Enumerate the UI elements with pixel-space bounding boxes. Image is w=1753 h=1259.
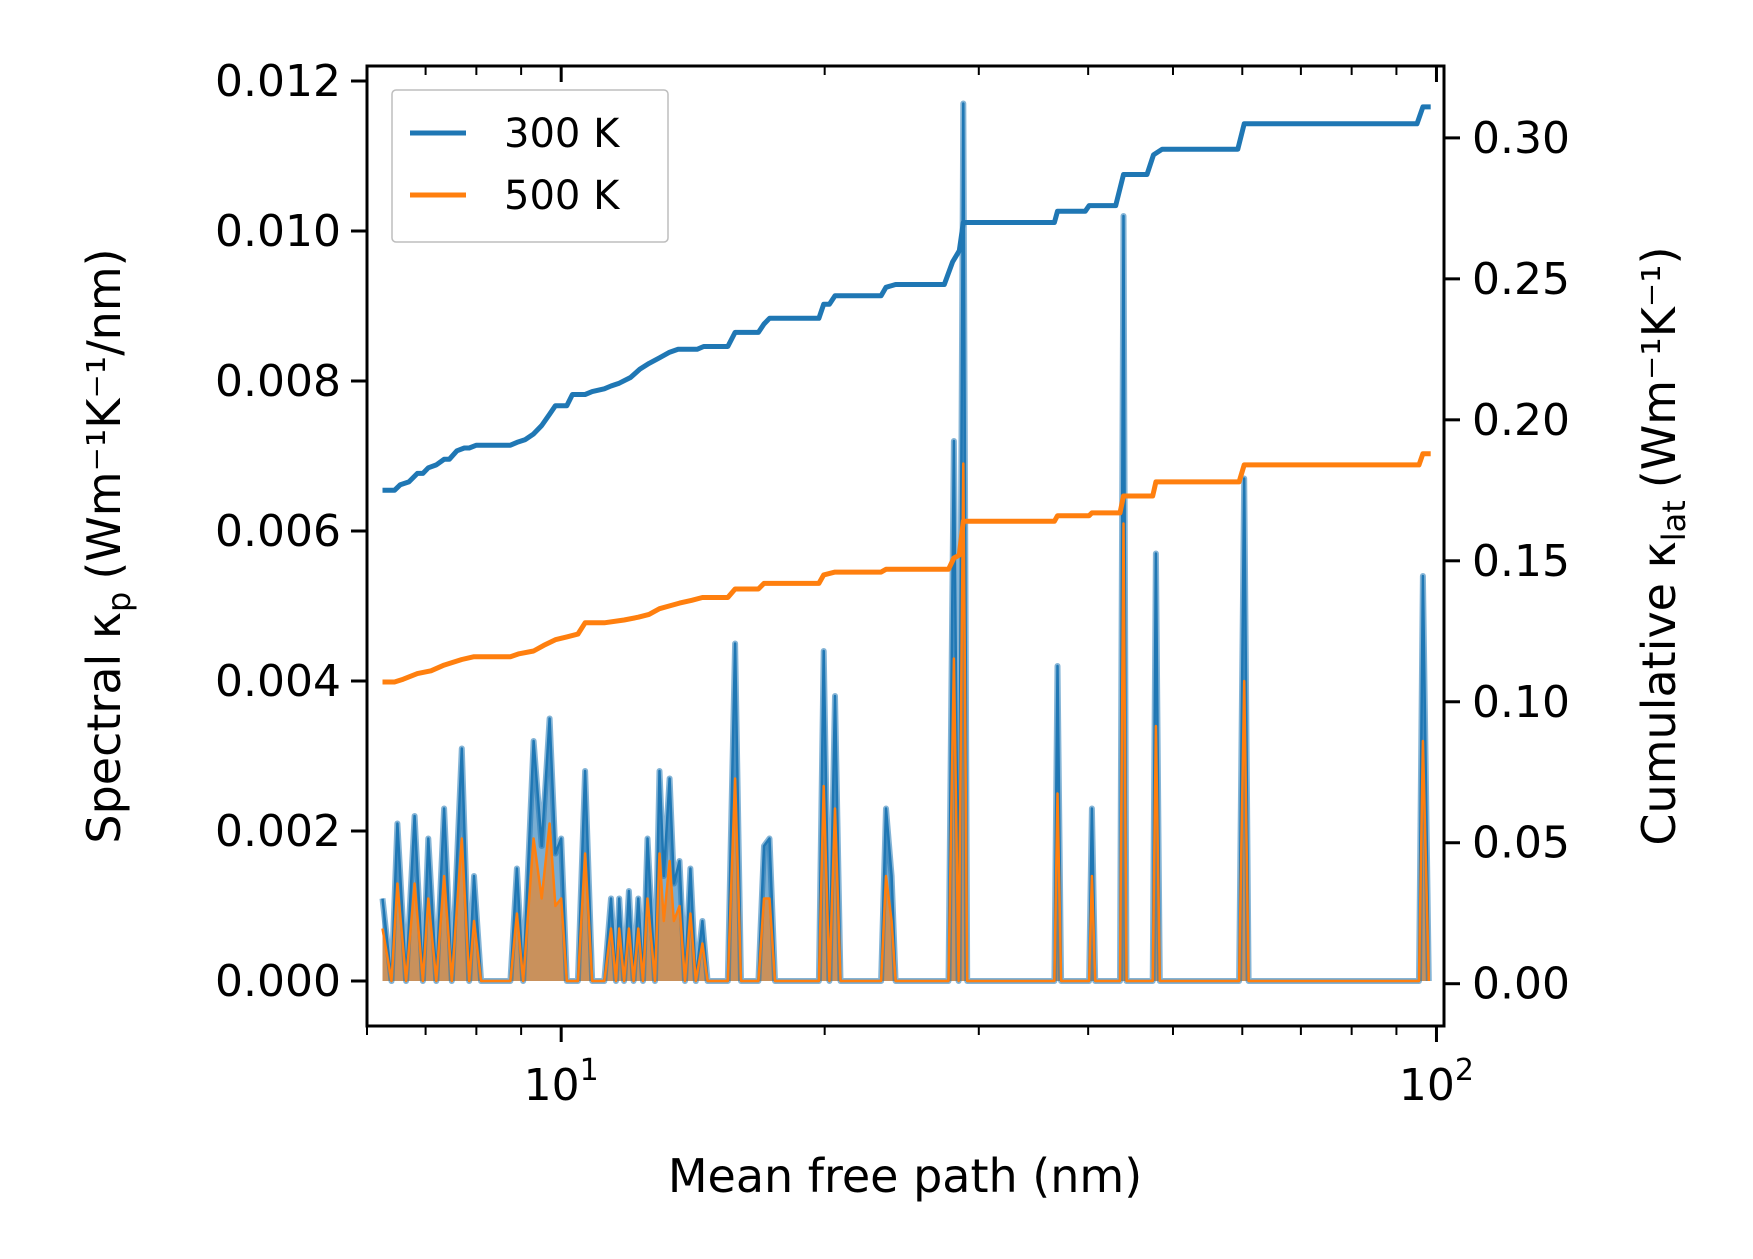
y-left-tick-label: 0.002 [215, 806, 341, 857]
y-axis-label-right: Cumulative κlat(Wm⁻¹K⁻¹) [1632, 246, 1693, 845]
y-right-tick-label: 0.30 [1472, 113, 1570, 164]
y-left-tick-label: 0.006 [215, 506, 341, 557]
y-right-tick-label: 0.15 [1472, 536, 1570, 587]
y-right-tick-label: 0.05 [1472, 818, 1570, 869]
y-left-tick-label: 0.004 [215, 656, 341, 707]
y-right-tick-label: 0.25 [1472, 254, 1570, 305]
spectral-line-500K [381, 462, 1431, 983]
cumulative-line-500K [382, 451, 1431, 685]
legend-label-300K: 300 K [504, 111, 621, 157]
legend: 300 K 500 K [391, 89, 669, 243]
y-right-tick-label: 0.10 [1472, 677, 1570, 728]
y-right-tick-label: 0.00 [1472, 959, 1570, 1010]
y-left-tick-label: 0.010 [215, 206, 341, 257]
cumulative-line-300K [382, 104, 1431, 493]
spectral-line-300K [381, 102, 1431, 983]
legend-label-500K: 500 K [504, 173, 621, 219]
y-axis-label-left: Spectral κp(Wm⁻¹K⁻¹/nm) [77, 248, 138, 843]
spectral-lines [379, 100, 1432, 984]
y-left-tick-label: 0.000 [215, 956, 341, 1007]
y-left-tick-label: 0.012 [215, 56, 341, 107]
legend-box [391, 89, 669, 243]
x-tick-label: 101 [524, 1053, 599, 1111]
x-tick-label: 102 [1399, 1053, 1474, 1111]
axis-ticks: 0.000 0.002 0.004 0.006 0.008 0.010 0.012 0.00 0… [215, 56, 1570, 1111]
y-right-tick-label: 0.20 [1472, 395, 1570, 446]
cumulative-lines [382, 104, 1431, 685]
y-left-tick-label: 0.008 [215, 356, 341, 407]
plot-frame [365, 64, 1446, 1028]
x-axis-label: Mean free path (nm) [668, 1149, 1142, 1203]
spectral-fill-500K [382, 463, 1429, 981]
